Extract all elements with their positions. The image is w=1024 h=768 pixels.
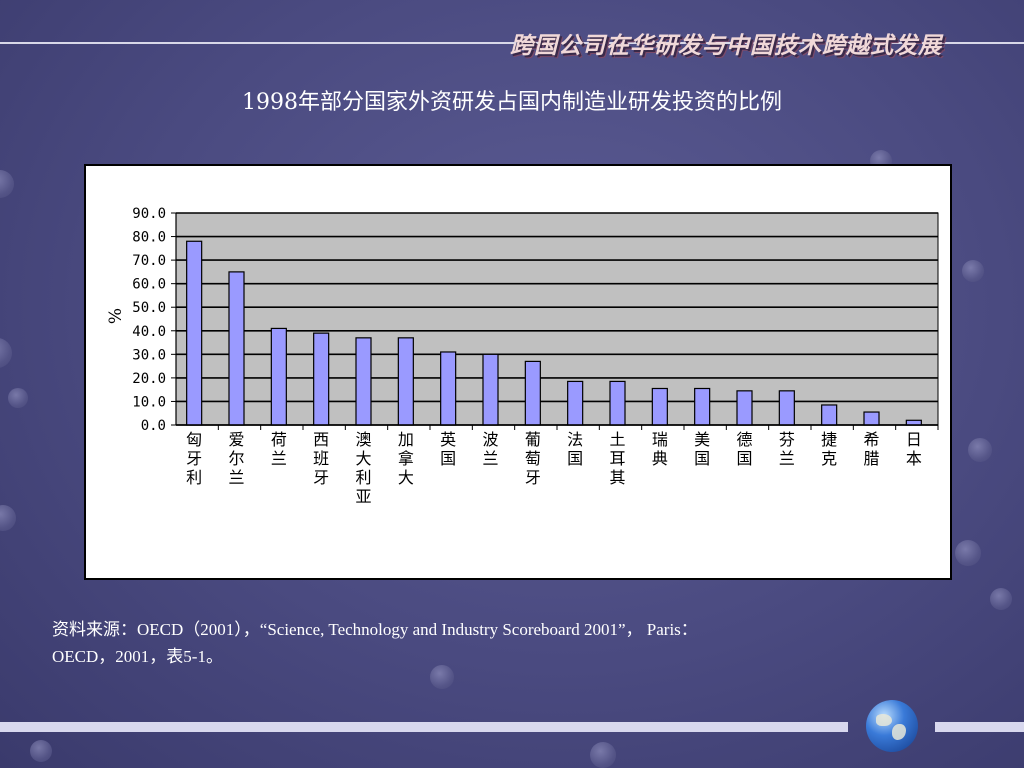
bar-chart: 0.0 10.0 20.0 30.0 40.0 50.0 60.0 70.0 80.0 90.0%… [106, 206, 939, 506]
x-tick-label: 芬兰 [779, 430, 795, 468]
decor-dot [0, 505, 16, 531]
header-banner: 跨国公司在华研发与中国技术跨越式发展 [510, 32, 942, 59]
bar [482, 353, 499, 426]
x-tick-label: 葡萄牙 [525, 430, 541, 487]
x-tick-label: 澳大利亚 [355, 430, 371, 506]
bar [736, 390, 753, 426]
source-line-2: OECD，2001，表5-1。 [52, 647, 223, 666]
bar [567, 380, 584, 426]
decor-dot [968, 438, 992, 462]
x-tick-label: 荷兰 [271, 430, 287, 468]
decor-dot [962, 260, 984, 282]
y-tick-label: 40.0 [132, 324, 166, 340]
x-tick-label: 希腊 [863, 430, 879, 468]
y-tick-label: 10.0 [132, 394, 166, 410]
bar [609, 380, 626, 426]
x-tick-label: 法国 [567, 430, 583, 468]
y-tick-label: 90.0 [132, 206, 166, 222]
globe-icon [866, 700, 918, 752]
top-rule [0, 42, 1024, 44]
y-axis-label: % [106, 308, 126, 324]
bar [440, 351, 457, 426]
y-tick-label: 70.0 [132, 253, 166, 269]
decor-dot [430, 665, 454, 689]
y-tick-label: 50.0 [132, 300, 166, 316]
decor-dot [0, 170, 14, 198]
x-tick-label: 爱尔兰 [228, 430, 244, 487]
plot-area [175, 212, 939, 426]
bar [651, 387, 668, 426]
decor-dot [990, 588, 1012, 610]
x-tick-label: 土耳其 [609, 430, 625, 487]
y-tick-label: 80.0 [132, 230, 166, 246]
decor-dot [590, 742, 616, 768]
bar [397, 337, 414, 426]
bottom-bar [935, 722, 1024, 732]
x-tick-label: 加拿大 [398, 430, 414, 487]
y-tick-label: 60.0 [132, 277, 166, 293]
x-tick-label: 捷克 [821, 430, 837, 468]
decor-dot [8, 388, 28, 408]
bar [694, 387, 711, 426]
slide-title: 1998年部分国家外资研发占国内制造业研发投资的比例 [242, 90, 782, 115]
bar [355, 337, 372, 426]
bottom-bar [0, 722, 848, 732]
bar [186, 240, 203, 426]
bar [524, 360, 541, 426]
x-tick-label: 日本 [906, 430, 922, 468]
x-tick-label: 匈牙利 [186, 430, 202, 487]
x-tick-label: 美国 [694, 430, 710, 468]
x-tick-label: 波兰 [482, 430, 498, 468]
x-tick-label: 瑞典 [652, 430, 668, 468]
bar [905, 419, 922, 426]
x-tick-label: 德国 [736, 430, 752, 468]
chart-frame: 0.0 10.0 20.0 30.0 40.0 50.0 60.0 70.0 80.0 90.0%… [84, 164, 952, 580]
y-tick-label: 20.0 [132, 371, 166, 387]
bar [313, 332, 330, 426]
y-tick-label: 30.0 [132, 347, 166, 363]
bar [778, 390, 795, 426]
decor-dot [955, 540, 981, 566]
bar [270, 327, 287, 426]
bar [863, 411, 880, 426]
y-tick-label: 0.0 [141, 418, 166, 434]
bar [821, 404, 838, 426]
x-tick-label: 英国 [440, 430, 456, 468]
bar [228, 271, 245, 426]
decor-dot [0, 338, 12, 368]
x-tick-label: 西班牙 [313, 430, 329, 487]
source-citation: 资料来源：OECD（2001），“Science, Technology and… [52, 616, 962, 670]
source-line-1: 资料来源：OECD（2001），“Science, Technology and… [52, 620, 698, 639]
decor-dot [30, 740, 52, 762]
